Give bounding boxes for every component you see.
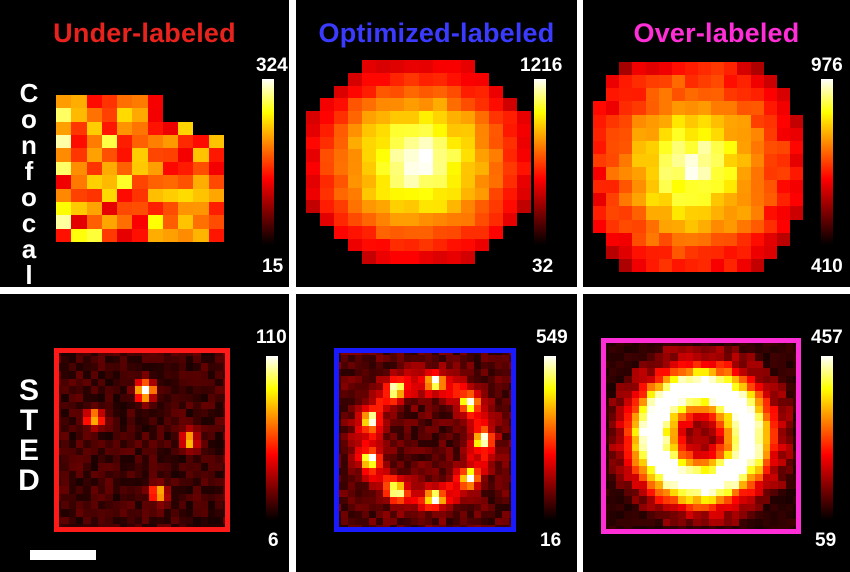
colorbar-max: 324 bbox=[256, 55, 288, 76]
colorbar-sted-optimized bbox=[544, 356, 556, 520]
roi-box-over bbox=[601, 338, 801, 534]
column-title-under: Under-labeled bbox=[53, 18, 236, 48]
confocal-image-over bbox=[593, 62, 803, 272]
colorbar-max: 549 bbox=[536, 327, 568, 348]
colorbar-min: 6 bbox=[268, 530, 279, 551]
colorbar-max: 976 bbox=[811, 55, 843, 76]
panel-confocal-over: Over-labeled 976 410 bbox=[583, 0, 850, 287]
colorbar-min: 15 bbox=[262, 256, 284, 277]
colorbar-min: 32 bbox=[532, 256, 554, 277]
column-title-over: Over-labeled bbox=[633, 18, 800, 48]
confocal-image-under bbox=[56, 95, 224, 242]
roi-box-under bbox=[54, 348, 230, 532]
roi-box-optimized bbox=[334, 348, 516, 532]
colorbar-confocal-under bbox=[262, 79, 274, 245]
colorbar-min: 59 bbox=[815, 530, 837, 551]
colorbar-min: 16 bbox=[540, 530, 562, 551]
colorbar-confocal-optimized bbox=[534, 79, 546, 245]
sted-image-over bbox=[601, 338, 801, 534]
colorbar-min: 410 bbox=[811, 256, 843, 277]
colorbar-max: 457 bbox=[811, 327, 843, 348]
confocal-image-optimized bbox=[306, 60, 531, 264]
colorbar-max: 1216 bbox=[520, 55, 563, 76]
colorbar-sted-over bbox=[821, 356, 833, 520]
column-title-optimized: Optimized-labeled bbox=[318, 18, 555, 48]
panel-confocal-optimized: Optimized-labeled 1216 32 bbox=[296, 0, 577, 287]
scale-bar bbox=[30, 550, 96, 560]
colorbar-sted-under bbox=[266, 356, 278, 520]
colorbar-max: 110 bbox=[256, 327, 287, 348]
panel-sted-optimized: 549 16 bbox=[296, 294, 577, 572]
panel-sted-over: 457 59 bbox=[583, 294, 850, 572]
colorbar-confocal-over bbox=[821, 79, 833, 245]
sted-image-under bbox=[54, 348, 230, 532]
